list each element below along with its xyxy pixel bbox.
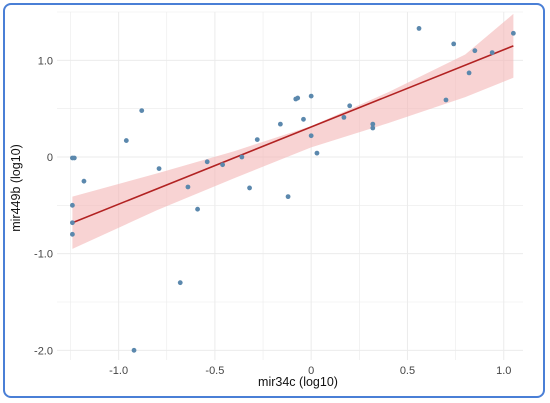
data-point — [185, 184, 191, 190]
data-point — [472, 48, 478, 54]
y-tick-label: 1.0 — [38, 55, 53, 67]
y-tick-label: 0 — [47, 152, 53, 164]
data-point — [451, 41, 457, 47]
data-point — [443, 97, 449, 103]
data-point — [314, 150, 320, 156]
data-point — [131, 347, 137, 353]
data-point — [341, 114, 347, 120]
data-point — [301, 116, 306, 122]
data-point — [416, 26, 422, 31]
data-point — [123, 138, 129, 143]
data-point — [195, 206, 200, 212]
data-point — [156, 166, 162, 172]
data-point — [70, 220, 75, 226]
y-tick-label: -1.0 — [34, 249, 53, 261]
data-point — [510, 30, 516, 36]
x-tick-label: 0 — [308, 365, 314, 377]
data-point — [71, 155, 77, 161]
y-axis-title: mir449b (log10) — [9, 144, 23, 232]
data-point — [295, 95, 301, 101]
data-point — [466, 70, 472, 76]
data-point — [220, 162, 226, 168]
data-point — [347, 103, 353, 109]
data-point — [204, 159, 210, 165]
data-point — [177, 280, 183, 286]
data-point — [70, 231, 75, 237]
data-point — [370, 121, 376, 127]
data-point — [285, 194, 291, 200]
x-tick-labels: -1.0 -0.5 0 0.5 1.0 — [109, 365, 511, 377]
data-point — [254, 137, 260, 143]
x-tick-label: 1.0 — [496, 365, 511, 377]
y-tick-label: -2.0 — [34, 345, 53, 357]
data-point — [247, 185, 252, 191]
data-point — [489, 50, 495, 55]
data-points — [70, 26, 516, 353]
data-point — [139, 108, 145, 113]
confidence-band — [72, 13, 514, 249]
regression-line — [72, 45, 514, 224]
data-point — [81, 178, 87, 184]
data-point — [239, 154, 245, 160]
x-tick-label: -0.5 — [205, 365, 224, 377]
data-point — [308, 93, 314, 99]
x-axis-title: mir34c (log10) — [258, 375, 338, 389]
data-point — [370, 125, 376, 131]
data-point — [70, 202, 75, 208]
x-tick-label: 0.5 — [400, 365, 415, 377]
y-tick-labels: -2.0 -1.0 0 1.0 — [34, 55, 53, 357]
data-point — [277, 121, 283, 127]
data-point — [308, 133, 314, 139]
x-tick-label: -1.0 — [109, 365, 128, 377]
